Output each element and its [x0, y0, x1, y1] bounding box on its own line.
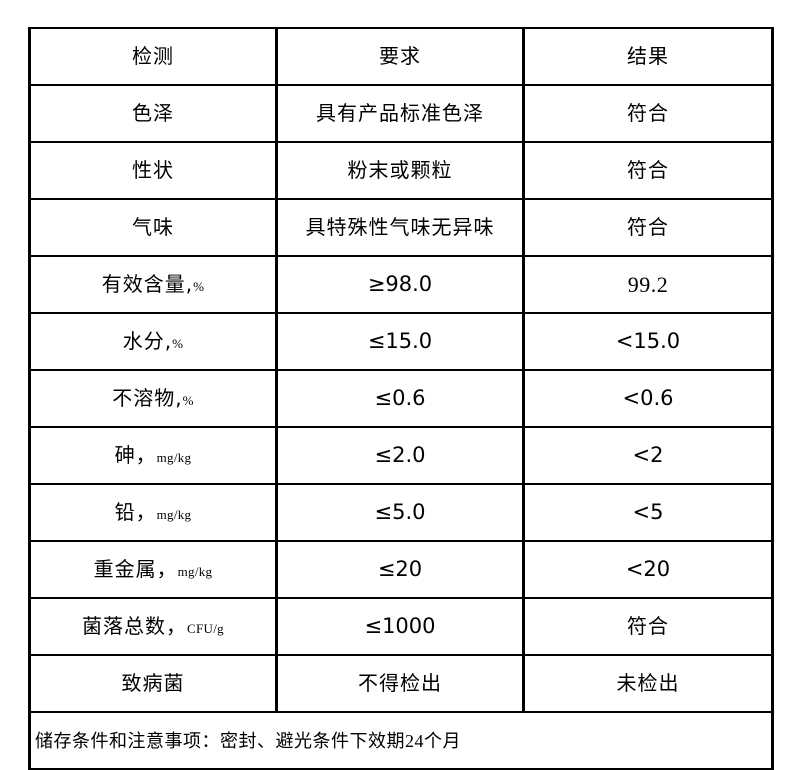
- requirement-value: ≤5.0: [374, 500, 426, 525]
- result-value: <5: [632, 500, 664, 525]
- cell-item: 重金属，mg/kg: [28, 540, 278, 599]
- cell-requirement: ≤1000: [275, 597, 525, 656]
- table-row: 不溶物,% ≤0.6 <0.6: [28, 369, 774, 428]
- requirement-value: 具有产品标准色泽: [316, 101, 484, 126]
- column-header-result-label: 结果: [627, 44, 669, 69]
- cell-result: <2: [522, 426, 774, 485]
- result-value: 未检出: [616, 671, 680, 696]
- item-label: 不溶物,: [112, 386, 183, 411]
- requirement-value: 具特殊性气味无异味: [305, 215, 495, 240]
- cell-result: 符合: [522, 198, 774, 257]
- cell-item: 性状: [28, 141, 278, 200]
- item-unit: %: [182, 393, 194, 409]
- result-value: <0.6: [622, 386, 674, 411]
- item-unit: CFU/g: [187, 621, 224, 637]
- cell-result: <5: [522, 483, 774, 542]
- item-unit: mg/kg: [156, 507, 192, 523]
- item-label: 气味: [132, 215, 174, 240]
- column-header-requirement: 要求: [275, 27, 525, 86]
- cell-result: 符合: [522, 597, 774, 656]
- cell-requirement: 粉末或颗粒: [275, 141, 525, 200]
- cell-requirement: 不得检出: [275, 654, 525, 713]
- table-row: 有效含量,% ≥98.0 99.2: [28, 255, 774, 314]
- cell-result: 99.2: [522, 255, 774, 314]
- cell-result: <15.0: [522, 312, 774, 371]
- item-unit: %: [193, 279, 205, 295]
- cell-item: 色泽: [28, 84, 278, 143]
- table-row: 重金属，mg/kg ≤20 <20: [28, 540, 774, 599]
- item-unit: mg/kg: [156, 450, 192, 466]
- requirement-value: 不得检出: [358, 671, 442, 696]
- table-header-row: 检测 要求 结果: [28, 27, 774, 86]
- item-label: 性状: [132, 158, 174, 183]
- requirement-value: ≤15.0: [367, 329, 433, 354]
- table-row: 气味 具特殊性气味无异味 符合: [28, 198, 774, 257]
- storage-shelf-life-unit: 个月: [424, 731, 461, 753]
- result-value: <2: [632, 443, 664, 468]
- item-unit: %: [172, 336, 184, 352]
- result-value: 符合: [627, 614, 669, 639]
- storage-shelf-life-value: 24: [405, 731, 424, 752]
- cell-item: 不溶物,%: [28, 369, 278, 428]
- item-label: 色泽: [132, 101, 174, 126]
- requirement-value: ≤2.0: [374, 443, 426, 468]
- table-row: 菌落总数，CFU/g ≤1000 符合: [28, 597, 774, 656]
- cell-item: 致病菌: [28, 654, 278, 713]
- cell-requirement: ≤2.0: [275, 426, 525, 485]
- item-label: 铅，: [114, 500, 157, 525]
- requirement-value: ≤20: [377, 557, 423, 582]
- requirement-value: ≤0.6: [374, 386, 426, 411]
- cell-requirement: ≥98.0: [275, 255, 525, 314]
- cell-item: 有效含量,%: [28, 255, 278, 314]
- cell-item: 砷，mg/kg: [28, 426, 278, 485]
- item-label: 重金属，: [93, 557, 178, 582]
- result-value: 符合: [627, 101, 669, 126]
- cell-requirement: ≤15.0: [275, 312, 525, 371]
- table-footer-row: 储存条件和注意事项：密封、避光条件下效期24个月: [28, 711, 774, 770]
- page-root: 检测 要求 结果 色泽 具有产品标准色泽 符合 性状 粉末或颗粒 符合 气味 具…: [28, 27, 774, 770]
- cell-item: 菌落总数，CFU/g: [28, 597, 278, 656]
- result-value: 符合: [627, 215, 669, 240]
- column-header-requirement-label: 要求: [379, 44, 421, 69]
- cell-item: 气味: [28, 198, 278, 257]
- cell-requirement: 具特殊性气味无异味: [275, 198, 525, 257]
- item-label: 水分,: [122, 329, 173, 354]
- requirement-value: 粉末或颗粒: [347, 158, 453, 183]
- cell-result: 符合: [522, 84, 774, 143]
- item-label: 砷，: [114, 443, 157, 468]
- table-row: 色泽 具有产品标准色泽 符合: [28, 84, 774, 143]
- result-value: <15.0: [615, 329, 681, 354]
- cell-result: 符合: [522, 141, 774, 200]
- result-value: 99.2: [627, 271, 669, 297]
- table-row: 性状 粉末或颗粒 符合: [28, 141, 774, 200]
- item-label: 致病菌: [121, 671, 185, 696]
- cell-requirement: ≤5.0: [275, 483, 525, 542]
- cell-result: <20: [522, 540, 774, 599]
- result-value: 符合: [627, 158, 669, 183]
- cell-result: <0.6: [522, 369, 774, 428]
- cell-result: 未检出: [522, 654, 774, 713]
- cell-requirement: ≤20: [275, 540, 525, 599]
- item-unit: mg/kg: [177, 564, 213, 580]
- storage-conditions-label: 储存条件和注意事项：密封、避光条件下效期: [35, 731, 405, 753]
- cell-item: 铅，mg/kg: [28, 483, 278, 542]
- requirement-value: ≥98.0: [367, 272, 433, 297]
- cell-requirement: ≤0.6: [275, 369, 525, 428]
- column-header-item: 检测: [28, 27, 278, 86]
- specification-table: 检测 要求 结果 色泽 具有产品标准色泽 符合 性状 粉末或颗粒 符合 气味 具…: [28, 27, 774, 770]
- table-row: 致病菌 不得检出 未检出: [28, 654, 774, 713]
- cell-requirement: 具有产品标准色泽: [275, 84, 525, 143]
- result-value: <20: [625, 557, 671, 582]
- storage-conditions-note: 储存条件和注意事项：密封、避光条件下效期24个月: [28, 711, 774, 770]
- table-row: 铅，mg/kg ≤5.0 <5: [28, 483, 774, 542]
- column-header-result: 结果: [522, 27, 774, 86]
- item-label: 菌落总数，: [82, 614, 188, 639]
- table-row: 砷，mg/kg ≤2.0 <2: [28, 426, 774, 485]
- cell-item: 水分,%: [28, 312, 278, 371]
- table-body: 检测 要求 结果 色泽 具有产品标准色泽 符合 性状 粉末或颗粒 符合 气味 具…: [28, 27, 774, 770]
- requirement-value: ≤1000: [364, 614, 436, 639]
- table-row: 水分,% ≤15.0 <15.0: [28, 312, 774, 371]
- item-label: 有效含量,: [101, 272, 194, 297]
- column-header-item-label: 检测: [132, 44, 174, 69]
